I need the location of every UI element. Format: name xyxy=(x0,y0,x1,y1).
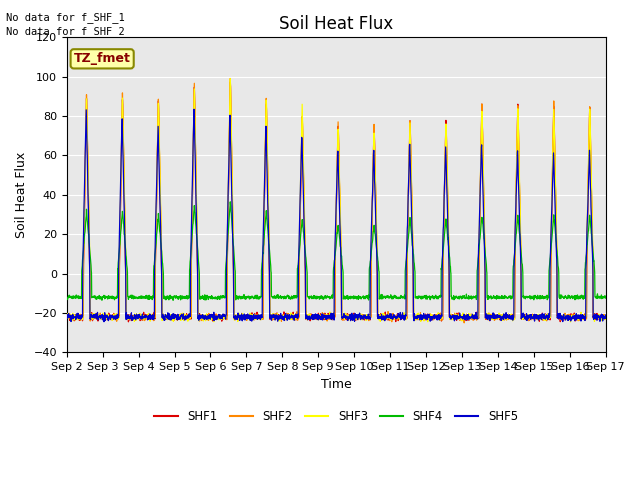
SHF2 xyxy=(63,315,70,321)
SHF1 xyxy=(214,313,221,319)
Line: SHF4: SHF4 xyxy=(67,202,605,300)
SHF4 xyxy=(602,295,609,300)
SHF2 xyxy=(227,75,234,81)
SHF2 xyxy=(352,313,360,319)
Text: No data for f_SHF_2: No data for f_SHF_2 xyxy=(6,26,125,37)
SHF5 xyxy=(570,316,577,322)
SHF1 xyxy=(63,314,70,320)
SHF3 xyxy=(227,76,234,82)
SHF5 xyxy=(364,314,372,320)
SHF1 xyxy=(570,315,577,321)
SHF3 xyxy=(63,312,70,317)
SHF4 xyxy=(98,298,106,303)
SHF2 xyxy=(570,316,577,322)
SHF1 xyxy=(602,313,609,319)
SHF3 xyxy=(364,316,371,322)
SHF3 xyxy=(213,315,221,321)
SHF4 xyxy=(364,296,372,301)
SHF3 xyxy=(566,319,574,325)
SHF3 xyxy=(352,312,360,317)
SHF3 xyxy=(493,315,500,321)
SHF5 xyxy=(214,316,221,322)
SHF2 xyxy=(493,316,501,322)
SHF1 xyxy=(364,312,372,318)
SHF4 xyxy=(227,199,234,204)
SHF1 xyxy=(125,319,132,324)
SHF5 xyxy=(63,313,70,319)
Line: SHF2: SHF2 xyxy=(67,78,605,323)
SHF5 xyxy=(602,312,609,318)
SHF5 xyxy=(352,315,360,321)
SHF4 xyxy=(493,294,501,300)
Legend: SHF1, SHF2, SHF3, SHF4, SHF5: SHF1, SHF2, SHF3, SHF4, SHF5 xyxy=(150,406,523,428)
SHF5 xyxy=(100,319,108,324)
SHF5 xyxy=(555,311,563,317)
Line: SHF5: SHF5 xyxy=(67,109,605,322)
Y-axis label: Soil Heat Flux: Soil Heat Flux xyxy=(15,152,28,238)
Title: Soil Heat Flux: Soil Heat Flux xyxy=(279,15,394,33)
SHF2 xyxy=(555,314,563,320)
SHF1 xyxy=(555,313,563,319)
SHF3 xyxy=(570,313,577,319)
SHF5 xyxy=(493,312,501,317)
Line: SHF3: SHF3 xyxy=(67,79,605,322)
SHF1 xyxy=(352,314,360,320)
Text: No data for f_SHF_1: No data for f_SHF_1 xyxy=(6,12,125,23)
SHF4 xyxy=(63,295,70,301)
SHF2 xyxy=(602,314,609,320)
SHF4 xyxy=(570,295,577,300)
SHF3 xyxy=(602,316,609,322)
SHF4 xyxy=(214,297,221,302)
SHF1 xyxy=(493,314,501,320)
SHF4 xyxy=(352,294,360,300)
Text: TZ_fmet: TZ_fmet xyxy=(74,52,131,65)
SHF1 xyxy=(227,79,234,84)
SHF2 xyxy=(213,315,221,321)
SHF4 xyxy=(555,266,563,272)
SHF2 xyxy=(364,315,371,321)
SHF3 xyxy=(554,314,562,320)
SHF5 xyxy=(190,107,198,112)
SHF2 xyxy=(460,320,468,326)
X-axis label: Time: Time xyxy=(321,378,351,391)
Line: SHF1: SHF1 xyxy=(67,82,605,322)
